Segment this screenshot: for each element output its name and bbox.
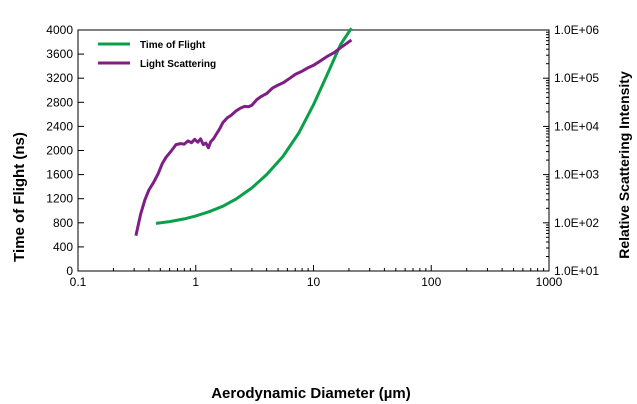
y-tick-label: 3200 <box>46 71 73 85</box>
x-tick-label: 1000 <box>536 275 563 289</box>
y-tick-label: 1600 <box>46 168 73 182</box>
legend-label-light-scattering: Light Scattering <box>140 59 216 70</box>
y-tick-label: 400 <box>53 240 73 254</box>
x-tick-label: 10 <box>307 275 321 289</box>
y-axis-right: 1.0E+01 1.0E+02 1.0E+03 1.0E+04 1.0E+05 1.0E+… <box>543 23 599 278</box>
x-tick-label: 1 <box>192 275 199 289</box>
y-tick-label: 0 <box>66 264 73 278</box>
series-line-time-of-flight <box>155 27 353 225</box>
y2-tick-label: 1.0E+02 <box>554 216 599 230</box>
y-tick-label: 4000 <box>46 23 73 37</box>
y2-tick-label: 1.0E+06 <box>554 23 599 37</box>
legend: Time of Flight Light Scattering <box>98 40 216 70</box>
y-tick-label: 2000 <box>46 144 73 158</box>
x-tick-label: 100 <box>421 275 441 289</box>
series-line-light-scattering <box>134 38 353 237</box>
y-axis-left: 0 400 800 1200 1600 2000 2400 2800 3200 3600 4000 <box>46 23 84 278</box>
y2-tick-label: 1.0E+04 <box>554 119 599 133</box>
x-axis-title: Aerodynamic Diameter (µm) <box>211 385 411 402</box>
y2-tick-label: 1.0E+01 <box>554 264 599 278</box>
y2-tick-label: 1.0E+05 <box>554 71 599 85</box>
y-tick-label: 3600 <box>46 47 73 61</box>
y2-axis-title: Relative Scattering Intensity <box>616 71 632 259</box>
series-layer <box>134 27 353 237</box>
y-tick-label: 2400 <box>46 119 73 133</box>
y-tick-label: 2800 <box>46 95 73 109</box>
y-tick-label: 1200 <box>46 192 73 206</box>
y-tick-label: 800 <box>53 216 73 230</box>
x-axis: 0.1 1 10 100 1000 <box>70 265 563 289</box>
legend-label-time-of-flight: Time of Flight <box>140 40 206 51</box>
x-tick-label: 0.1 <box>70 275 87 289</box>
y2-tick-label: 1.0E+03 <box>554 168 599 182</box>
y-axis-title: Time of Flight (ns) <box>11 132 28 262</box>
